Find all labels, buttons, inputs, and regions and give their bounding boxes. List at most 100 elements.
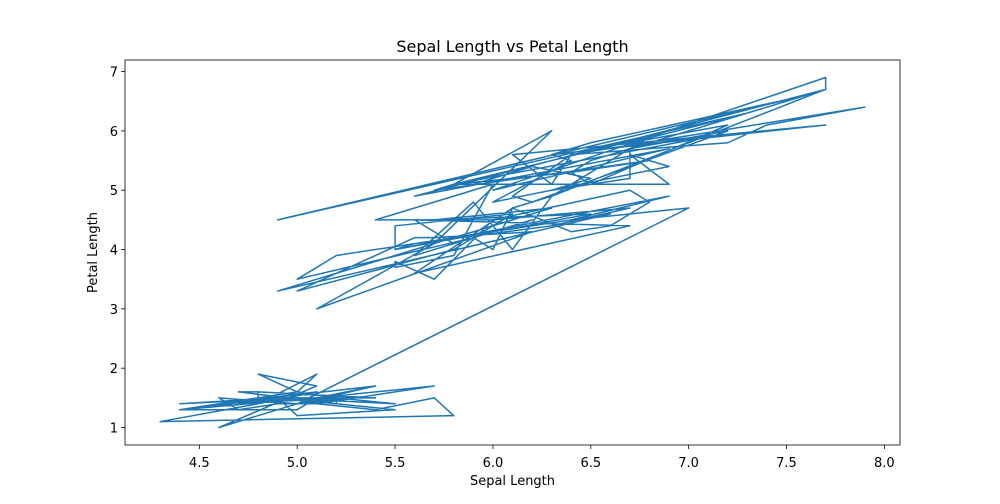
data-point xyxy=(394,266,396,268)
data-point xyxy=(609,225,611,227)
data-point xyxy=(433,189,435,191)
data-point xyxy=(492,189,494,191)
x-tick-label: 7.5 xyxy=(776,456,797,471)
data-point xyxy=(237,409,240,411)
data-point xyxy=(805,94,807,96)
data-point xyxy=(629,154,631,156)
data-point xyxy=(453,254,455,257)
data-point xyxy=(668,165,670,168)
x-tick-label: 4.5 xyxy=(189,456,210,471)
data-point xyxy=(727,142,729,144)
data-point xyxy=(159,420,161,423)
data-point xyxy=(453,248,455,251)
x-tick-label: 5.0 xyxy=(287,456,308,471)
data-point xyxy=(629,142,631,144)
data-point xyxy=(629,225,631,227)
data-point xyxy=(414,219,416,221)
data-point xyxy=(551,225,553,227)
chart-title: Sepal Length vs Petal Length xyxy=(396,37,628,56)
x-axis-label: Sepal Length xyxy=(470,474,555,489)
data-point xyxy=(727,124,729,126)
data-point xyxy=(414,237,416,239)
data-point xyxy=(277,403,279,405)
data-point xyxy=(433,278,435,280)
data-point xyxy=(727,130,729,132)
data-point xyxy=(433,219,435,221)
data-point xyxy=(335,397,337,399)
y-tick-label: 5 xyxy=(110,184,118,199)
data-point xyxy=(433,243,435,245)
data-point xyxy=(218,403,220,405)
data-point xyxy=(414,272,416,274)
data-point xyxy=(511,207,514,209)
data-point xyxy=(277,219,279,221)
data-point xyxy=(570,231,572,233)
y-tick-label: 2 xyxy=(110,362,118,377)
data-point xyxy=(531,231,533,233)
data-point xyxy=(825,124,827,126)
data-point xyxy=(257,391,259,393)
data-point xyxy=(825,88,827,90)
x-tick-label: 7.0 xyxy=(678,456,699,471)
data-point xyxy=(394,248,396,251)
plot-frame xyxy=(124,59,901,446)
x-tick-label: 6.5 xyxy=(580,456,601,471)
data-point xyxy=(277,290,279,292)
data-point xyxy=(511,154,514,156)
data-point xyxy=(492,201,494,203)
data-point xyxy=(492,183,494,185)
data-point xyxy=(394,225,396,227)
data-point xyxy=(511,248,514,251)
data-point xyxy=(590,177,592,179)
data-point xyxy=(335,403,337,405)
data-point xyxy=(570,154,572,156)
data-point xyxy=(296,391,298,393)
data-point xyxy=(316,385,318,387)
data-point xyxy=(179,403,181,405)
data-point xyxy=(472,183,474,185)
y-tick-label: 6 xyxy=(110,125,118,140)
data-point xyxy=(707,136,709,138)
data-point xyxy=(648,136,651,138)
data-point xyxy=(453,183,455,185)
data-point xyxy=(551,130,553,132)
data-point xyxy=(296,278,298,280)
data-point xyxy=(746,112,748,114)
data-point xyxy=(668,183,670,185)
x-tick-label: 6.0 xyxy=(483,456,504,471)
data-point xyxy=(629,189,631,191)
data-point xyxy=(355,397,357,399)
data-point xyxy=(453,243,455,245)
y-tick-label: 1 xyxy=(110,422,118,437)
data-point xyxy=(551,195,553,197)
data-point xyxy=(179,409,181,411)
data-point xyxy=(414,254,416,257)
data-point xyxy=(296,397,298,399)
data-point xyxy=(296,290,298,292)
data-point xyxy=(414,195,416,197)
data-point xyxy=(492,219,494,221)
data-point xyxy=(453,415,455,417)
data-point xyxy=(668,195,670,197)
series-line xyxy=(159,76,866,429)
data-point xyxy=(590,213,592,215)
data-point xyxy=(590,159,592,162)
data-point xyxy=(374,385,377,387)
data-point xyxy=(257,403,259,405)
y-axis-label: Petal Length xyxy=(86,212,101,293)
data-point xyxy=(374,219,377,221)
data-point xyxy=(394,409,396,411)
data-point xyxy=(629,207,631,209)
data-point xyxy=(257,373,259,375)
data-point xyxy=(688,207,690,209)
data-point xyxy=(316,403,318,405)
data-point xyxy=(570,219,572,221)
data-point xyxy=(766,124,768,126)
data-point xyxy=(198,409,200,411)
data-point xyxy=(433,237,435,239)
data-point xyxy=(551,207,553,209)
data-point xyxy=(414,243,416,245)
data-point xyxy=(237,391,240,393)
